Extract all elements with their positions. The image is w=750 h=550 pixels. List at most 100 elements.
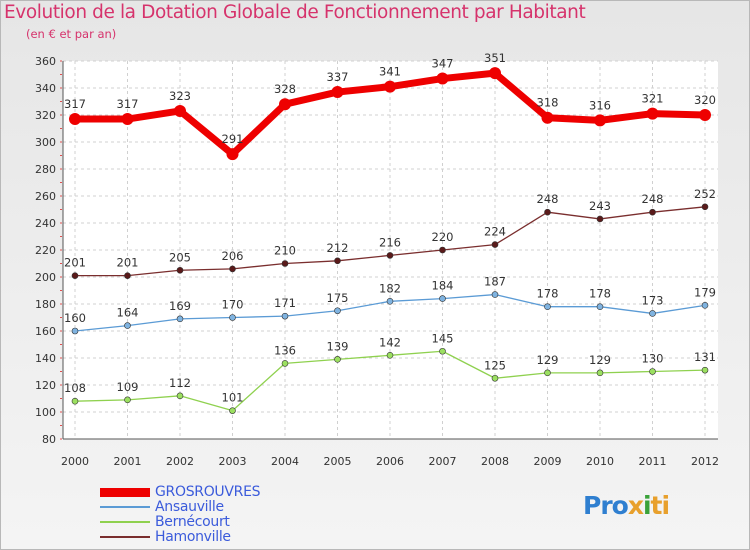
data-point xyxy=(544,369,551,377)
y-minor-tick xyxy=(60,371,62,372)
data-label: 130 xyxy=(642,352,664,366)
chart-subtitle: (en € et par an) xyxy=(26,27,117,41)
data-point xyxy=(229,407,236,414)
data-label: 101 xyxy=(222,391,244,405)
data-label: 323 xyxy=(169,89,191,103)
x-tick-label: 2011 xyxy=(639,455,667,468)
data-point xyxy=(491,291,499,298)
data-point xyxy=(386,351,394,359)
y-minor-tick xyxy=(60,249,62,251)
data-point xyxy=(649,208,656,216)
data-label: 139 xyxy=(327,339,349,353)
y-minor-tick xyxy=(60,290,62,291)
data-point xyxy=(279,98,291,111)
y-minor-tick xyxy=(60,438,62,440)
y-minor-tick xyxy=(60,195,62,197)
y-minor-tick xyxy=(60,222,62,224)
data-point xyxy=(544,208,551,216)
data-label: 187 xyxy=(484,275,506,289)
data-label: 224 xyxy=(484,225,506,239)
data-point xyxy=(439,347,446,355)
y-minor-tick xyxy=(60,74,62,75)
y-minor-tick xyxy=(60,411,62,413)
y-tick-label: 220 xyxy=(35,244,56,257)
y-tick-label: 240 xyxy=(35,217,56,230)
data-point xyxy=(594,114,606,127)
y-tick-label: 340 xyxy=(35,82,56,95)
y-minor-tick xyxy=(60,263,62,264)
data-label: 291 xyxy=(222,132,244,146)
data-label: 248 xyxy=(642,192,664,206)
data-label: 125 xyxy=(484,358,506,372)
legend-swatch-grosrouvres xyxy=(100,488,150,497)
data-label: 136 xyxy=(274,343,296,357)
data-point xyxy=(334,307,341,315)
data-point xyxy=(596,369,604,377)
data-point xyxy=(386,297,394,305)
data-label: 201 xyxy=(117,256,139,270)
legend-label-bernecourt: Bernécourt xyxy=(155,514,230,530)
data-label: 212 xyxy=(327,241,349,255)
data-point xyxy=(124,396,131,404)
data-point xyxy=(491,374,499,382)
y-minor-tick xyxy=(60,344,62,345)
series-bernécourt: 108 109 112 101 136 139 142 145 125 129 129 130 131 xyxy=(64,331,716,414)
data-label: 179 xyxy=(694,285,716,299)
series-ansauville: 160 164 169 170 171 175 182 184 187 178 178 173 179 xyxy=(64,275,716,335)
y-tick-label: 280 xyxy=(35,163,56,176)
data-point xyxy=(384,80,396,93)
x-tick-label: 2009 xyxy=(534,455,562,468)
data-point xyxy=(544,303,551,311)
data-label: 321 xyxy=(642,92,664,106)
data-label: 178 xyxy=(589,287,611,301)
data-label: 328 xyxy=(274,82,296,96)
data-label: 317 xyxy=(64,97,86,111)
y-minor-tick xyxy=(60,384,62,386)
data-point xyxy=(229,265,236,273)
y-minor-tick xyxy=(60,87,62,89)
y-minor-tick xyxy=(60,60,62,62)
data-label: 112 xyxy=(169,376,191,390)
x-tick-label: 2000 xyxy=(61,455,89,468)
x-tick-label: 2010 xyxy=(586,455,614,468)
legend-label-hamonville: Hamonville xyxy=(155,529,231,545)
x-tick-label: 2006 xyxy=(376,455,404,468)
y-minor-tick xyxy=(60,236,62,237)
data-label: 316 xyxy=(589,98,611,112)
chart-title: Evolution de la Dotation Globale de Fonc… xyxy=(4,2,586,23)
data-point xyxy=(281,360,289,367)
y-minor-tick xyxy=(60,276,62,278)
data-point xyxy=(331,86,344,99)
data-label: 164 xyxy=(117,306,139,320)
y-tick-label: 80 xyxy=(42,433,56,446)
data-label: 142 xyxy=(379,335,401,349)
y-minor-tick xyxy=(60,303,62,305)
data-label: 173 xyxy=(642,293,664,307)
data-point xyxy=(701,203,709,211)
legend-swatch-hamonville xyxy=(100,536,150,538)
data-point xyxy=(71,397,79,405)
data-label: 175 xyxy=(327,291,349,305)
data-point xyxy=(541,111,554,124)
data-label: 210 xyxy=(274,244,296,258)
x-tick-label: 2005 xyxy=(324,455,352,468)
data-point xyxy=(281,260,289,267)
data-point xyxy=(334,356,341,363)
data-label: 347 xyxy=(432,57,454,71)
data-label: 216 xyxy=(379,235,401,249)
data-point xyxy=(176,392,184,400)
proxiti-logo: Proxiti xyxy=(583,491,670,520)
y-minor-tick xyxy=(60,155,62,156)
data-label: 341 xyxy=(379,65,401,79)
y-minor-tick xyxy=(60,398,62,399)
data-label: 178 xyxy=(537,287,559,301)
y-minor-tick xyxy=(60,317,62,318)
y-minor-tick xyxy=(60,182,62,183)
data-label: 201 xyxy=(64,256,86,270)
data-label: 206 xyxy=(222,249,244,263)
y-tick-label: 180 xyxy=(35,298,56,311)
data-label: 171 xyxy=(274,296,296,310)
y-tick-label: 160 xyxy=(35,325,56,338)
data-point xyxy=(121,113,134,126)
